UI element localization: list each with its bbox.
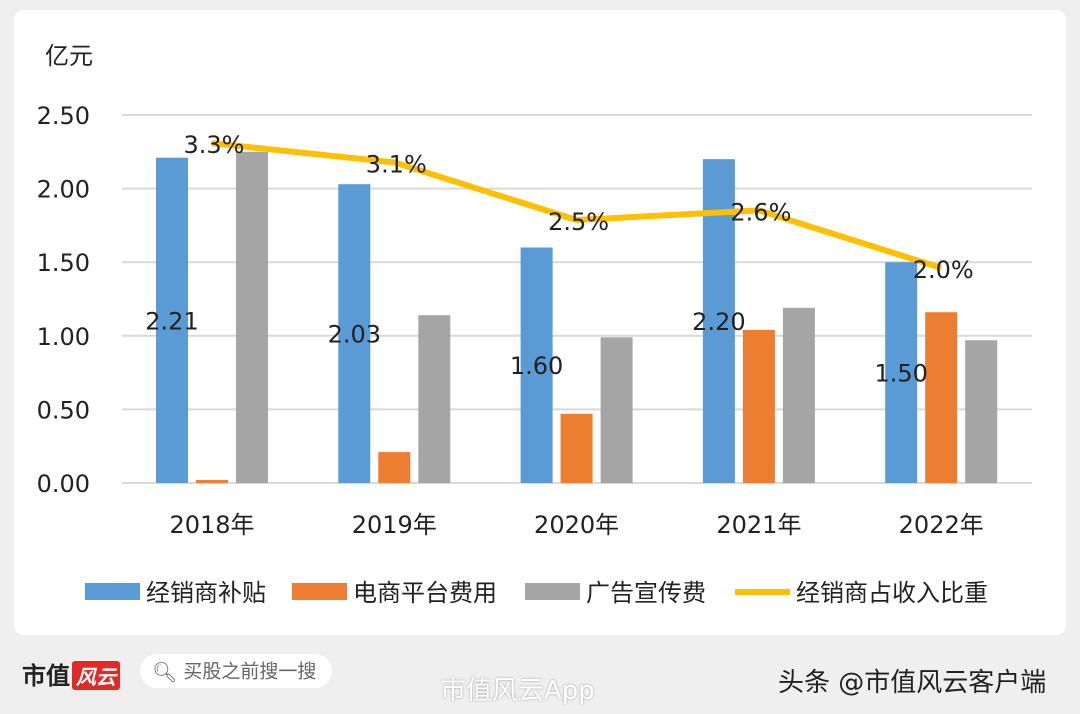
x-tick-label: 2022年 — [899, 511, 984, 539]
search-icon: 🔍︎ — [152, 659, 178, 684]
x-tick-label: 2021年 — [716, 511, 801, 539]
bar-1 — [520, 247, 553, 483]
legend-label: 电商平台费用 — [353, 579, 497, 607]
bar-3 — [782, 307, 815, 483]
brand-logo: 市值 风云 — [22, 656, 120, 691]
legend-swatch — [525, 583, 580, 600]
search-placeholder: 买股之前搜一搜 — [183, 660, 317, 683]
line-data-label: 2.0% — [913, 256, 974, 284]
line-data-label: 3.1% — [366, 150, 427, 178]
chart: 0.00 0.50 1.00 1.50 2.00 2.50 亿元 2018年 2019年 2020… — [37, 42, 1032, 607]
y-axis-title: 亿元 — [45, 42, 93, 70]
legend-swatch — [85, 583, 140, 600]
bar-1 — [338, 184, 371, 483]
x-tick-label: 2020年 — [534, 511, 619, 539]
line-data-label: 3.3% — [184, 131, 245, 159]
bar-2 — [742, 329, 775, 483]
brand-name: 市值 — [22, 662, 70, 690]
y-tick-label: 1.00 — [37, 323, 90, 351]
x-tick-label: 2019年 — [352, 511, 437, 539]
legend-label: 经销商占收入比重 — [796, 579, 988, 607]
y-tick-label: 0.00 — [37, 470, 90, 498]
bar-2 — [925, 312, 958, 483]
weibo-watermark: 市值风云App — [440, 676, 595, 706]
bar-data-label: 2.21 — [145, 307, 198, 335]
legend-swatch — [292, 583, 347, 600]
bar-1 — [885, 262, 918, 483]
ratio-line — [211, 140, 943, 271]
bar-3 — [965, 340, 998, 483]
legend-label: 经销商补贴 — [146, 579, 266, 607]
line-data-label: 2.6% — [730, 198, 791, 226]
bar-data-label: 2.03 — [328, 321, 381, 349]
legend-label: 广告宣传费 — [586, 579, 706, 607]
toutiao-credit: 头条 @市值风云客户端 — [778, 668, 1047, 698]
bar-1 — [156, 157, 188, 484]
y-tick-label: 2.00 — [37, 176, 90, 204]
bar-data-label: 1.60 — [510, 352, 563, 380]
bar-2 — [196, 480, 228, 483]
bar-2 — [560, 413, 593, 483]
search-input[interactable]: 🔍︎ 买股之前搜一搜 — [140, 654, 332, 688]
bar-3 — [236, 151, 268, 484]
bar-2 — [378, 452, 411, 483]
y-tick-label: 2.50 — [37, 102, 90, 130]
line-data-label: 2.5% — [548, 208, 609, 236]
bar-data-label: 2.20 — [692, 308, 745, 336]
bar-3 — [418, 315, 451, 483]
bar-3 — [600, 337, 633, 483]
brand-logo-mark: 风云 — [72, 661, 120, 690]
bar-data-label: 1.50 — [874, 360, 927, 388]
x-tick-label: 2018年 — [169, 511, 254, 539]
y-tick-label: 0.50 — [37, 396, 90, 424]
y-tick-label: 1.50 — [37, 249, 90, 277]
